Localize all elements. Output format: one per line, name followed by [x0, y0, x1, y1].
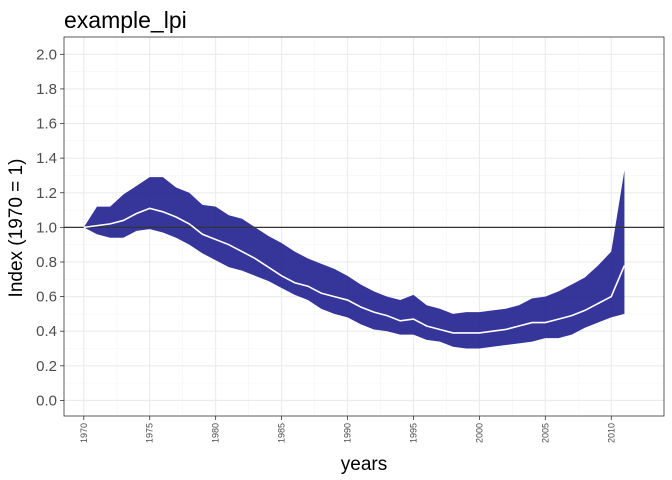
confidence-ribbon	[83, 170, 625, 349]
x-tick-label: 2000	[474, 423, 484, 443]
index-polyline	[83, 207, 626, 334]
chart-title: example_lpi	[64, 7, 187, 33]
x-axis: 1970 1975 1980 1985 1990 1995 2000 2005 2010	[79, 416, 616, 443]
x-tick-label: 1975	[145, 423, 155, 443]
x-tick-label: 1970	[79, 423, 89, 443]
panel-border	[63, 36, 665, 417]
y-tick-label: 1.4	[36, 150, 57, 167]
y-tick-label: 1.2	[36, 185, 57, 202]
y-tick-label: 0.8	[36, 254, 57, 271]
x-axis-title: years	[341, 454, 387, 475]
confidence-band	[83, 170, 625, 349]
y-tick-label: 0.0	[36, 392, 57, 409]
y-tick-label: 1.6	[36, 116, 57, 133]
y-tick-label: 0.6	[36, 289, 57, 306]
x-tick-label: 1980	[211, 423, 221, 443]
x-tick-label: 1995	[408, 423, 418, 443]
y-axis: 0.0 0.2 0.4 0.6 0.8 1.0 1.2 1.4 1.6 1.8 2.0	[36, 46, 64, 409]
y-axis-title: Index (1970 = 1)	[6, 159, 27, 298]
y-tick-label: 0.2	[36, 358, 57, 375]
y-tick-label: 0.4	[36, 323, 57, 340]
x-tick-label: 1990	[343, 423, 353, 443]
x-tick-label: 1985	[277, 423, 287, 443]
x-tick-label: 2005	[540, 423, 550, 443]
index-line	[83, 207, 626, 334]
x-tick-label: 2010	[606, 423, 616, 443]
y-tick-label: 2.0	[36, 46, 57, 63]
y-tick-label: 1.8	[36, 81, 57, 98]
y-tick-label: 1.0	[36, 219, 57, 236]
